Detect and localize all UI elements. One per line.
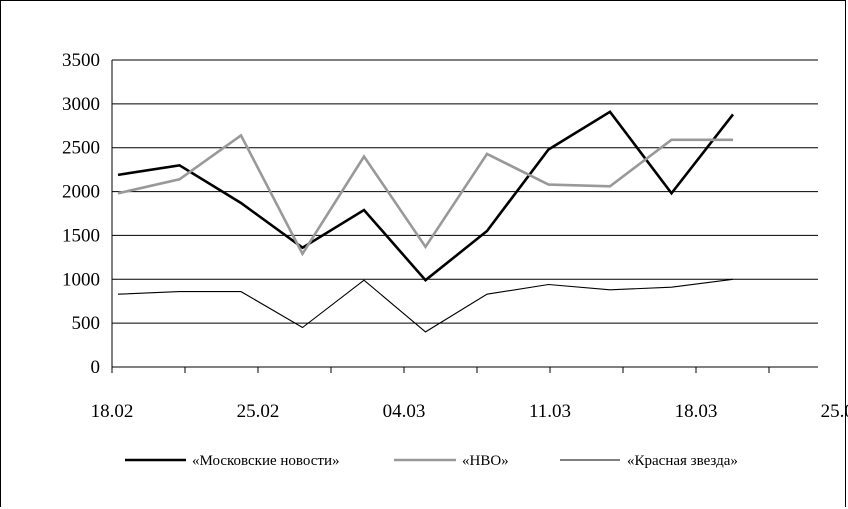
y-tick-label: 2500 — [62, 138, 100, 159]
x-tick-label: 18.02 — [91, 401, 134, 422]
series-line-1 — [117, 110, 735, 282]
legend-label-2: «НВО» — [462, 453, 509, 469]
x-tick-label: 25.02 — [237, 401, 280, 422]
series-line-3 — [117, 278, 734, 333]
y-axis: 0 500 1000 1500 2000 2500 3000 3500 — [62, 50, 113, 378]
legend: «Московские новости» «НВО» «Красная звезда… — [125, 453, 738, 469]
y-tick-label: 3500 — [62, 50, 100, 71]
x-tick-label: 11.03 — [529, 401, 571, 422]
x-axis: 18.02 25.02 04.03 11.03 18.03 25.03 — [91, 367, 848, 422]
grid-lines — [112, 59, 818, 368]
y-tick-label: 500 — [72, 313, 101, 334]
y-tick-label: 3000 — [62, 94, 100, 115]
y-tick-label: 0 — [91, 357, 101, 378]
y-tick-label: 2000 — [62, 182, 100, 203]
legend-label-3: «Красная звезда» — [627, 453, 738, 469]
series-lines — [117, 110, 735, 333]
x-tick-label: 04.03 — [383, 401, 426, 422]
x-tick-label: 18.03 — [675, 401, 718, 422]
x-tick-label: 25.03 — [821, 401, 848, 422]
y-tick-label: 1000 — [62, 269, 100, 290]
series-line-2 — [117, 133, 733, 257]
y-tick-label: 1500 — [62, 225, 100, 246]
legend-label-1: «Московские новости» — [192, 453, 340, 469]
